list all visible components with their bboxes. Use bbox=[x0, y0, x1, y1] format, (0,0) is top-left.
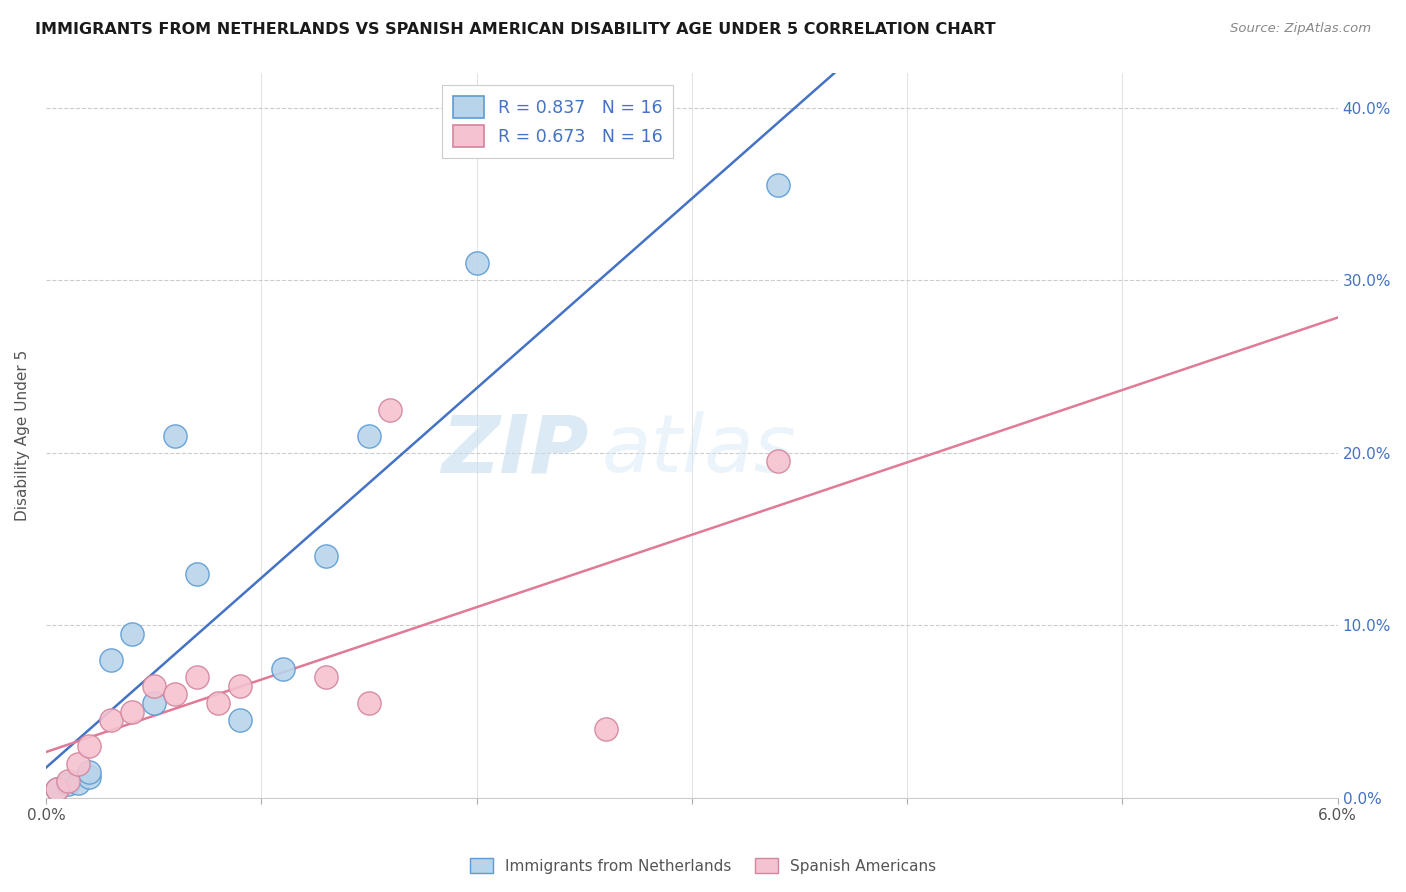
Point bbox=[121, 705, 143, 719]
Text: atlas: atlas bbox=[602, 411, 796, 489]
Point bbox=[186, 566, 208, 581]
Y-axis label: Disability Age Under 5: Disability Age Under 5 bbox=[15, 350, 30, 521]
Point bbox=[77, 770, 100, 784]
Text: ZIP: ZIP bbox=[441, 411, 589, 489]
Point bbox=[142, 696, 165, 710]
Text: Source: ZipAtlas.com: Source: ZipAtlas.com bbox=[1230, 22, 1371, 36]
Point bbox=[100, 653, 122, 667]
Point bbox=[45, 782, 67, 797]
Point bbox=[357, 428, 380, 442]
Point bbox=[315, 549, 337, 564]
Point bbox=[357, 696, 380, 710]
Point bbox=[228, 714, 250, 728]
Legend: R = 0.837   N = 16, R = 0.673   N = 16: R = 0.837 N = 16, R = 0.673 N = 16 bbox=[441, 86, 673, 158]
Point bbox=[165, 428, 187, 442]
Point bbox=[271, 662, 294, 676]
Point bbox=[186, 670, 208, 684]
Point bbox=[45, 782, 67, 797]
Point bbox=[315, 670, 337, 684]
Point bbox=[77, 739, 100, 754]
Point bbox=[67, 756, 90, 771]
Point bbox=[766, 454, 789, 468]
Point bbox=[165, 688, 187, 702]
Point bbox=[766, 178, 789, 193]
Point bbox=[142, 679, 165, 693]
Point bbox=[67, 775, 90, 789]
Point bbox=[228, 679, 250, 693]
Point bbox=[56, 777, 79, 791]
Text: IMMIGRANTS FROM NETHERLANDS VS SPANISH AMERICAN DISABILITY AGE UNDER 5 CORRELATI: IMMIGRANTS FROM NETHERLANDS VS SPANISH A… bbox=[35, 22, 995, 37]
Point bbox=[380, 402, 402, 417]
Point bbox=[121, 627, 143, 641]
Point bbox=[100, 714, 122, 728]
Point bbox=[207, 696, 229, 710]
Point bbox=[465, 256, 488, 270]
Legend: Immigrants from Netherlands, Spanish Americans: Immigrants from Netherlands, Spanish Ame… bbox=[464, 852, 942, 880]
Point bbox=[595, 722, 617, 736]
Point bbox=[77, 765, 100, 780]
Point bbox=[56, 773, 79, 788]
